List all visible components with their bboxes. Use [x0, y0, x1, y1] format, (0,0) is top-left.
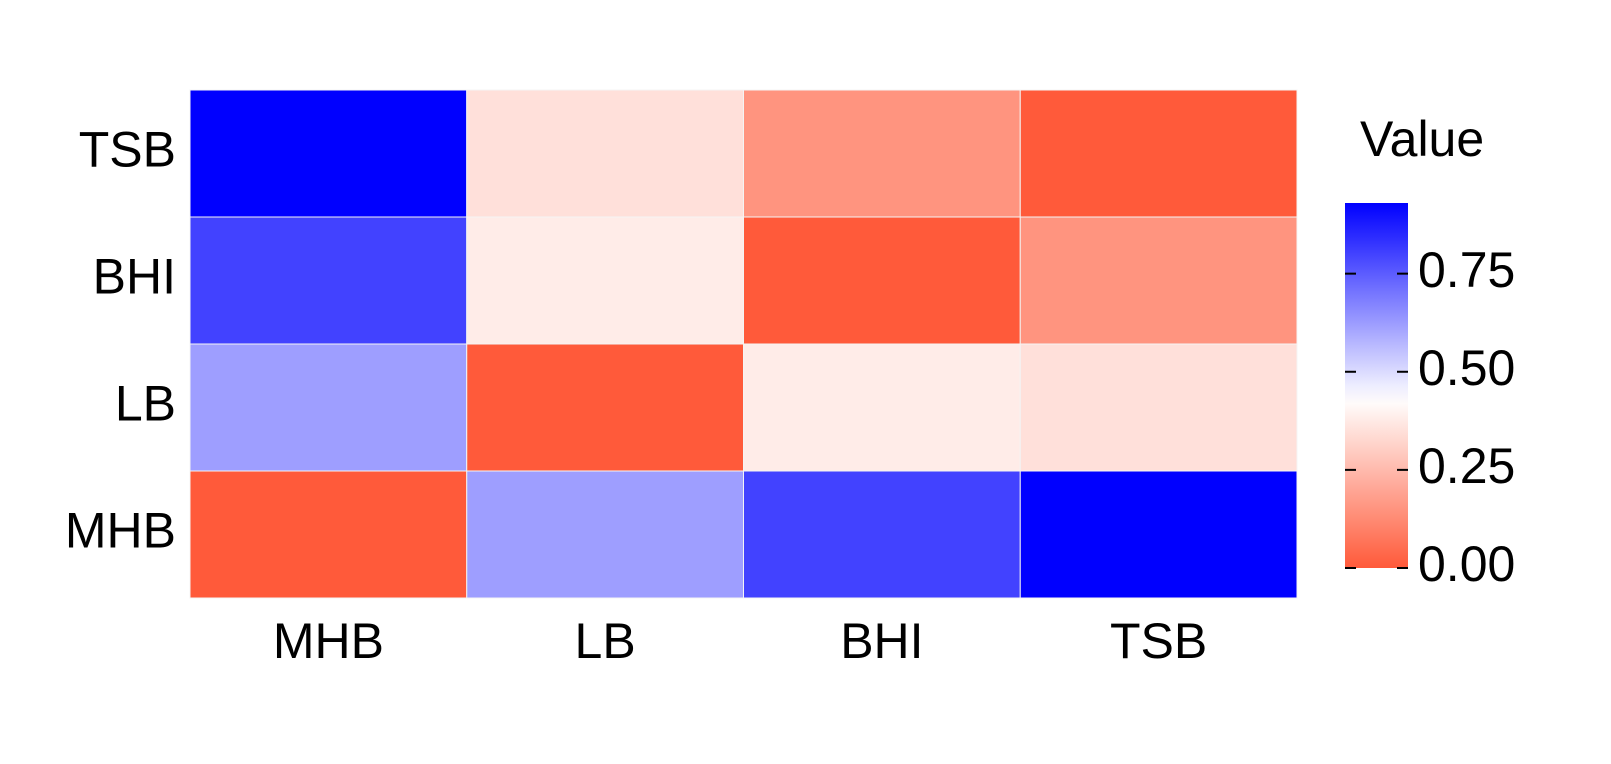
colorbar-tick-label: 0.75 [1418, 242, 1515, 298]
heatmap-cell [466, 89, 744, 218]
legend-title: Value [1360, 111, 1484, 167]
heatmap-cell [466, 216, 744, 345]
heatmap-cell [189, 216, 468, 345]
heatmap-cell [1019, 343, 1298, 472]
heatmap-cell [1019, 470, 1298, 599]
colorbar-tick-label: 0.50 [1418, 340, 1515, 396]
heatmap-cell [189, 89, 468, 218]
y-tick-label: BHI [93, 249, 176, 305]
heatmap-cell [189, 470, 468, 599]
heatmap-cell [189, 343, 468, 472]
heatmap-cell [743, 343, 1021, 472]
heatmap-cell [743, 470, 1021, 599]
heatmap-cell [1019, 216, 1298, 345]
colorbar-tick-label: 0.00 [1418, 536, 1515, 592]
x-tick-label: MHB [273, 613, 384, 669]
x-tick-label: TSB [1110, 613, 1207, 669]
y-tick-label: MHB [65, 503, 176, 559]
colorbar-tick-label: 0.25 [1418, 438, 1515, 494]
heatmap-cell [466, 343, 744, 472]
heatmap-cell [1019, 89, 1298, 218]
x-tick-label: BHI [840, 613, 923, 669]
heatmap-cell [466, 470, 744, 599]
y-tick-label: TSB [79, 122, 176, 178]
heatmap-cell [743, 89, 1021, 218]
heatmap-cell [743, 216, 1021, 345]
colorbar [1345, 203, 1408, 568]
y-tick-label: LB [115, 376, 176, 432]
x-tick-label: LB [575, 613, 636, 669]
